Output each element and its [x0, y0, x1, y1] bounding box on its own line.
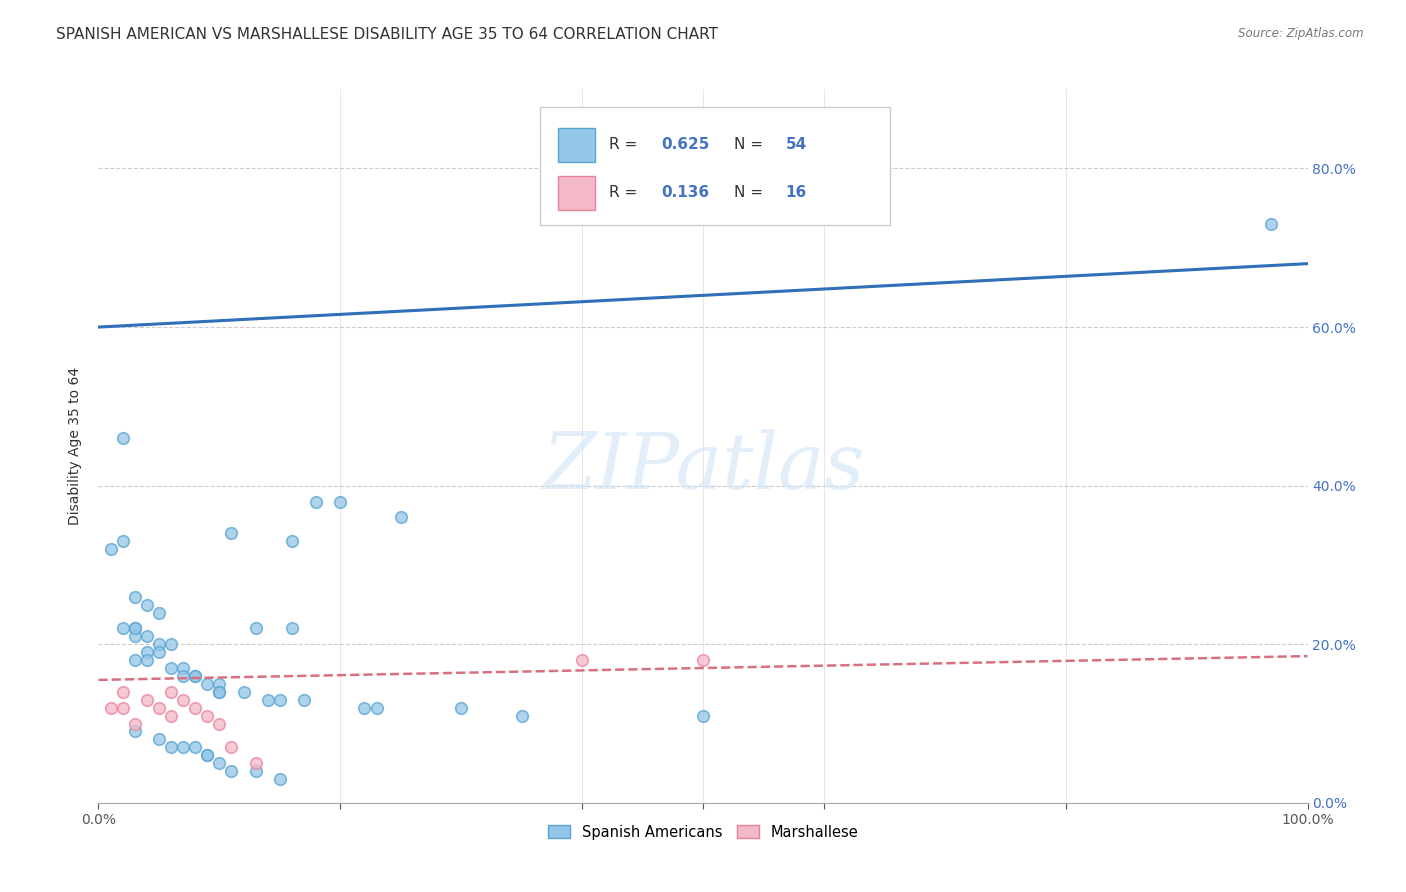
Point [172, 692, 194, 706]
Point [208, 756, 231, 771]
Point [292, 692, 315, 706]
Point [245, 764, 267, 778]
Point [148, 732, 170, 747]
Text: N =: N = [734, 186, 768, 200]
Text: SPANISH AMERICAN VS MARSHALLESE DISABILITY AGE 35 TO 64 CORRELATION CHART: SPANISH AMERICAN VS MARSHALLESE DISABILI… [56, 27, 718, 42]
Point [353, 700, 375, 714]
Point [100, 700, 122, 714]
Point [195, 708, 218, 723]
Point [221, 740, 243, 755]
Point [184, 669, 207, 683]
Point [256, 692, 278, 706]
Point [160, 708, 183, 723]
Point [111, 534, 134, 549]
FancyBboxPatch shape [558, 176, 595, 210]
Point [148, 606, 170, 620]
Point [148, 645, 170, 659]
Point [124, 629, 146, 643]
Point [111, 431, 134, 445]
Point [184, 669, 207, 683]
Point [111, 685, 134, 699]
Point [208, 685, 231, 699]
Point [111, 700, 134, 714]
Y-axis label: Disability Age 35 to 64: Disability Age 35 to 64 [69, 367, 83, 525]
Point [135, 692, 157, 706]
Text: N =: N = [734, 137, 768, 153]
Point [124, 621, 146, 635]
Point [221, 526, 243, 541]
Point [245, 621, 267, 635]
Point [184, 700, 207, 714]
Point [160, 685, 183, 699]
Point [366, 700, 388, 714]
Point [571, 653, 593, 667]
Point [135, 653, 157, 667]
Point [245, 756, 267, 771]
Point [232, 685, 254, 699]
Text: 54: 54 [786, 137, 807, 153]
Point [221, 764, 243, 778]
Point [208, 677, 231, 691]
Point [195, 748, 218, 763]
Point [124, 621, 146, 635]
Text: 0.136: 0.136 [661, 186, 709, 200]
Point [281, 621, 304, 635]
Point [100, 542, 122, 557]
Point [329, 494, 352, 508]
Point [124, 724, 146, 739]
Point [135, 645, 157, 659]
Point [135, 629, 157, 643]
Point [172, 661, 194, 675]
Point [692, 708, 714, 723]
Point [195, 748, 218, 763]
Point [281, 534, 304, 549]
Point [160, 740, 183, 755]
Point [148, 637, 170, 651]
Point [269, 692, 291, 706]
Point [124, 653, 146, 667]
Point [184, 740, 207, 755]
Point [160, 661, 183, 675]
Point [111, 621, 134, 635]
Text: 0.625: 0.625 [661, 137, 710, 153]
Point [450, 700, 472, 714]
Point [135, 598, 157, 612]
Point [208, 685, 231, 699]
Point [148, 700, 170, 714]
Point [124, 590, 146, 604]
Legend: Spanish Americans, Marshallese: Spanish Americans, Marshallese [543, 819, 863, 846]
Text: R =: R = [609, 186, 643, 200]
FancyBboxPatch shape [540, 107, 890, 225]
Point [195, 677, 218, 691]
Point [172, 740, 194, 755]
Text: R =: R = [609, 137, 643, 153]
Point [172, 669, 194, 683]
FancyBboxPatch shape [558, 128, 595, 162]
Point [1260, 217, 1282, 231]
Text: Source: ZipAtlas.com: Source: ZipAtlas.com [1239, 27, 1364, 40]
Point [160, 637, 183, 651]
Point [269, 772, 291, 786]
Point [510, 708, 533, 723]
Text: ZIPatlas: ZIPatlas [541, 429, 865, 506]
Point [124, 716, 146, 731]
Text: 16: 16 [786, 186, 807, 200]
Point [305, 494, 328, 508]
Point [389, 510, 412, 524]
Point [208, 716, 231, 731]
Point [692, 653, 714, 667]
